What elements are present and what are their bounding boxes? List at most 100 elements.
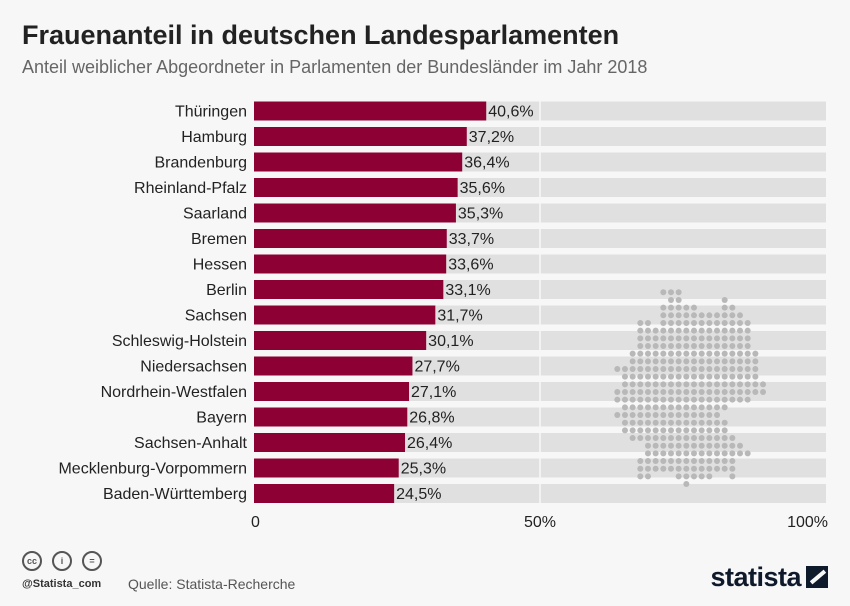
- map-dot: [667, 304, 674, 311]
- category-label: Thüringen: [175, 104, 247, 121]
- map-dot: [675, 442, 682, 449]
- map-dot: [683, 458, 690, 465]
- map-dot: [652, 381, 659, 388]
- map-dot: [667, 396, 674, 403]
- value-label: 30,1%: [428, 333, 473, 350]
- map-dot: [621, 366, 628, 372]
- map-dot: [691, 412, 697, 419]
- map-dot: [691, 335, 697, 342]
- map-dot: [729, 473, 736, 480]
- map-dot: [629, 366, 636, 372]
- map-dot: [629, 412, 636, 419]
- map-dot: [721, 404, 728, 411]
- map-dot: [675, 473, 682, 480]
- map-dot: [644, 419, 651, 426]
- map-dot: [644, 389, 651, 396]
- map-dot: [729, 350, 736, 357]
- map-dot: [660, 304, 667, 311]
- map-dot: [721, 442, 728, 449]
- map-dot: [698, 396, 705, 403]
- map-dot: [660, 373, 667, 380]
- map-dot: [675, 458, 682, 465]
- map-dot: [660, 450, 667, 457]
- value-label: 27,7%: [414, 359, 459, 376]
- map-dot: [737, 366, 744, 372]
- map-dot: [729, 358, 736, 365]
- map-dot: [637, 435, 644, 442]
- map-dot: [637, 342, 644, 349]
- map-dot: [691, 404, 697, 411]
- map-dot: [729, 450, 736, 457]
- map-dot: [721, 419, 728, 426]
- map-dot: [637, 396, 644, 403]
- map-dot: [737, 373, 744, 380]
- map-dot: [714, 442, 721, 449]
- map-dot: [698, 419, 705, 426]
- map-dot: [683, 419, 690, 426]
- map-dot: [721, 450, 728, 457]
- map-dot: [667, 289, 674, 296]
- map-dot: [721, 427, 728, 434]
- map-dot: [637, 373, 644, 380]
- map-dot: [660, 404, 667, 411]
- map-dot: [652, 427, 659, 434]
- value-label: 33,7%: [449, 231, 494, 248]
- map-dot: [675, 419, 682, 426]
- value-label: 33,1%: [445, 282, 490, 299]
- map-dot: [637, 319, 644, 326]
- map-dot: [667, 350, 674, 357]
- map-dot: [660, 319, 667, 326]
- map-dot: [714, 389, 721, 396]
- map-dot: [675, 465, 682, 472]
- map-dot: [621, 389, 628, 396]
- value-label: 27,1%: [411, 384, 456, 401]
- map-dot: [744, 450, 751, 457]
- map-dot: [752, 373, 759, 380]
- map-dot: [683, 381, 690, 388]
- map-dot: [621, 404, 628, 411]
- value-label: 37,2%: [469, 129, 514, 146]
- statista-logo-icon: [806, 566, 828, 588]
- map-dot: [737, 442, 744, 449]
- map-dot: [691, 366, 697, 372]
- map-dot: [760, 389, 767, 396]
- map-dot: [729, 435, 736, 442]
- map-dot: [706, 435, 713, 442]
- bar: [254, 458, 399, 478]
- map-dot: [637, 327, 644, 334]
- map-dot: [683, 442, 690, 449]
- bar: [254, 484, 395, 503]
- map-dot: [660, 312, 667, 319]
- map-dot: [691, 381, 697, 388]
- map-dot: [706, 458, 713, 465]
- map-dot: [675, 342, 682, 349]
- map-dot: [637, 350, 644, 357]
- map-dot: [667, 465, 674, 472]
- map-dot: [675, 366, 682, 372]
- map-dot: [660, 381, 667, 388]
- map-dot: [629, 350, 636, 357]
- category-label: Brandenburg: [154, 155, 247, 172]
- map-dot: [644, 396, 651, 403]
- map-dot: [698, 450, 705, 457]
- map-dot: [729, 465, 736, 472]
- map-dot: [691, 435, 697, 442]
- x-tick-label: 0: [251, 514, 260, 531]
- map-dot: [698, 427, 705, 434]
- map-dot: [644, 319, 651, 326]
- map-dot: [667, 419, 674, 426]
- map-dot: [714, 435, 721, 442]
- map-dot: [698, 312, 705, 319]
- map-dot: [698, 404, 705, 411]
- map-dot: [660, 327, 667, 334]
- map-dot: [637, 335, 644, 342]
- category-label: Rheinland-Pfalz: [134, 180, 247, 197]
- bar: [254, 127, 467, 146]
- map-dot: [706, 473, 713, 480]
- map-dot: [629, 358, 636, 365]
- map-dot: [706, 381, 713, 388]
- category-label: Sachsen: [185, 308, 247, 325]
- map-dot: [691, 304, 697, 311]
